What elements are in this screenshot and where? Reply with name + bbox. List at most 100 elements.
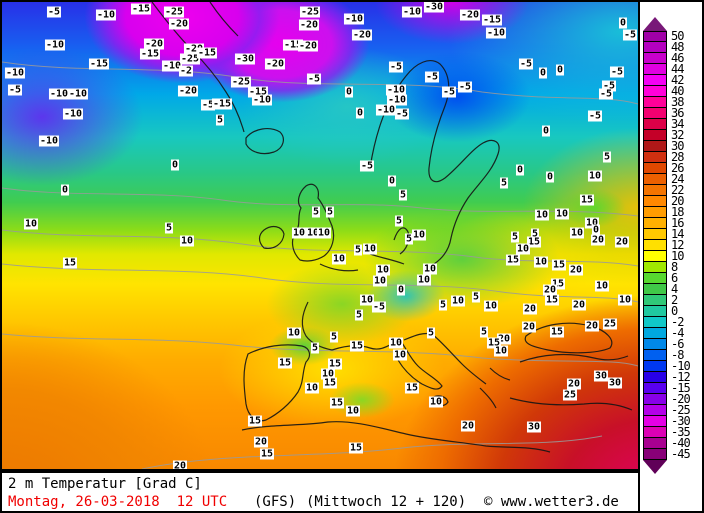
temp-label: 0 xyxy=(618,17,628,29)
temp-label: -5 xyxy=(424,71,440,83)
scale-tick-label: 48 xyxy=(671,40,684,54)
scale-tick-label: -4 xyxy=(671,326,684,340)
scale-tick-label: 44 xyxy=(671,62,684,76)
scale-tick-label: -15 xyxy=(671,381,691,395)
temp-label: 15 xyxy=(62,257,78,269)
run-date: Montag, 26-03-2018 12 UTC xyxy=(8,494,228,510)
scale-color-box xyxy=(643,328,667,339)
temp-label: 20 xyxy=(253,436,269,448)
scale-color-box xyxy=(643,350,667,361)
scale-color-box xyxy=(643,185,667,196)
scale-row: 42 xyxy=(643,74,690,86)
temp-label: 10 xyxy=(422,263,438,275)
scale-row: 18 xyxy=(643,206,690,218)
scale-tick-label: -45 xyxy=(671,447,691,461)
scale-color-box xyxy=(643,427,667,438)
temp-label: -10 xyxy=(95,9,117,21)
temp-label: -20 xyxy=(264,58,286,70)
scale-row: -35 xyxy=(643,426,691,438)
scale-color-box xyxy=(643,361,667,372)
temp-label: 25 xyxy=(562,389,578,401)
scale-color-box xyxy=(643,306,667,317)
temp-label: 15 xyxy=(404,382,420,394)
temp-label: 10 xyxy=(304,382,320,394)
temp-label: 30 xyxy=(526,421,542,433)
temp-label: -2 xyxy=(178,65,194,77)
scale-row: -2 xyxy=(643,316,690,328)
temp-label: 5 xyxy=(215,114,225,126)
temp-label: 10 xyxy=(411,229,427,241)
map-overlay xyxy=(2,2,638,469)
scale-tick-label: 6 xyxy=(671,271,678,285)
temp-label: -5 xyxy=(587,110,603,122)
temp-label: 10 xyxy=(362,243,378,255)
temp-label: -30 xyxy=(423,2,445,13)
scale-color-box xyxy=(643,394,667,405)
temp-label: -5 xyxy=(598,88,614,100)
temp-label: 0 xyxy=(170,159,180,171)
temp-label: 20 xyxy=(542,284,558,296)
temp-label: -15 xyxy=(88,58,110,70)
scale-row: -20 xyxy=(643,392,691,406)
temp-label: 10 xyxy=(372,275,388,287)
temp-label: 15 xyxy=(348,442,364,454)
scale-row: -8 xyxy=(643,349,690,361)
scale-color-box xyxy=(643,273,667,284)
scale-tick-label: -12 xyxy=(671,370,691,384)
temp-label: 5 xyxy=(394,215,404,227)
temp-label: -10 xyxy=(485,27,507,39)
scale-color-box xyxy=(643,31,667,42)
temp-label: -20 xyxy=(459,9,481,21)
scale-tick-label: -30 xyxy=(671,414,691,428)
temp-label: 20 xyxy=(614,236,630,248)
temp-label: 15 xyxy=(551,259,567,271)
temp-label: 15 xyxy=(259,448,275,460)
scale-tick-label: 34 xyxy=(671,117,684,131)
temp-label: 5 xyxy=(426,327,436,339)
temp-label: 10 xyxy=(359,294,375,306)
temp-label: 10 xyxy=(416,274,432,286)
scale-row: 24 xyxy=(643,172,690,186)
temp-label: -15 xyxy=(139,48,161,60)
scale-tick-label: 46 xyxy=(671,51,684,65)
temp-label: 5 xyxy=(404,233,414,245)
temp-label: 5 xyxy=(329,331,339,343)
scale-color-box xyxy=(643,64,667,75)
scale-color-box xyxy=(643,240,667,251)
temp-label: -5 xyxy=(359,160,375,172)
scale-color-box xyxy=(643,119,667,130)
scale-color-box xyxy=(643,262,667,273)
scale-tick-label: 30 xyxy=(671,139,684,153)
scale-tick-label: 24 xyxy=(671,172,684,186)
temp-label: 30 xyxy=(607,377,623,389)
scale-tick-label: -20 xyxy=(671,392,691,406)
temp-label: 15 xyxy=(277,357,293,369)
scale-tick-label: 26 xyxy=(671,161,684,175)
temp-label: -15 xyxy=(211,98,233,110)
temp-label: 10 xyxy=(515,243,531,255)
temp-label: -20 xyxy=(143,38,165,50)
temp-label: 5 xyxy=(398,189,408,201)
scale-color-box xyxy=(643,339,667,350)
color-scale: 50 48 46 44 42 40 38 36 34 32 30 28 26 24 22 20 18 16 14 12… xyxy=(640,2,702,511)
temp-label: -20 xyxy=(297,40,319,52)
temp-label: -15 xyxy=(247,86,269,98)
scale-tick-label: 16 xyxy=(671,216,684,230)
temp-label: 20 xyxy=(571,299,587,311)
temp-label: 0 xyxy=(591,224,601,236)
scale-row: 20 xyxy=(643,195,690,207)
temp-label: -15 xyxy=(282,39,304,51)
temp-label: -10 xyxy=(38,135,60,147)
temp-label: -10 xyxy=(375,104,397,116)
scale-row: 4 xyxy=(643,283,690,295)
temp-label: -10 xyxy=(161,60,183,72)
scale-color-box xyxy=(643,75,667,86)
temp-label: 10 xyxy=(291,227,307,239)
temp-label: 5 xyxy=(353,244,363,256)
temp-label: 10 xyxy=(23,218,39,230)
scale-tick-label: 14 xyxy=(671,227,684,241)
scale-tick-label: 22 xyxy=(671,183,684,197)
scale-tick-label: 32 xyxy=(671,128,684,142)
temp-label: -25 xyxy=(230,76,252,88)
coastlines xyxy=(151,2,633,453)
